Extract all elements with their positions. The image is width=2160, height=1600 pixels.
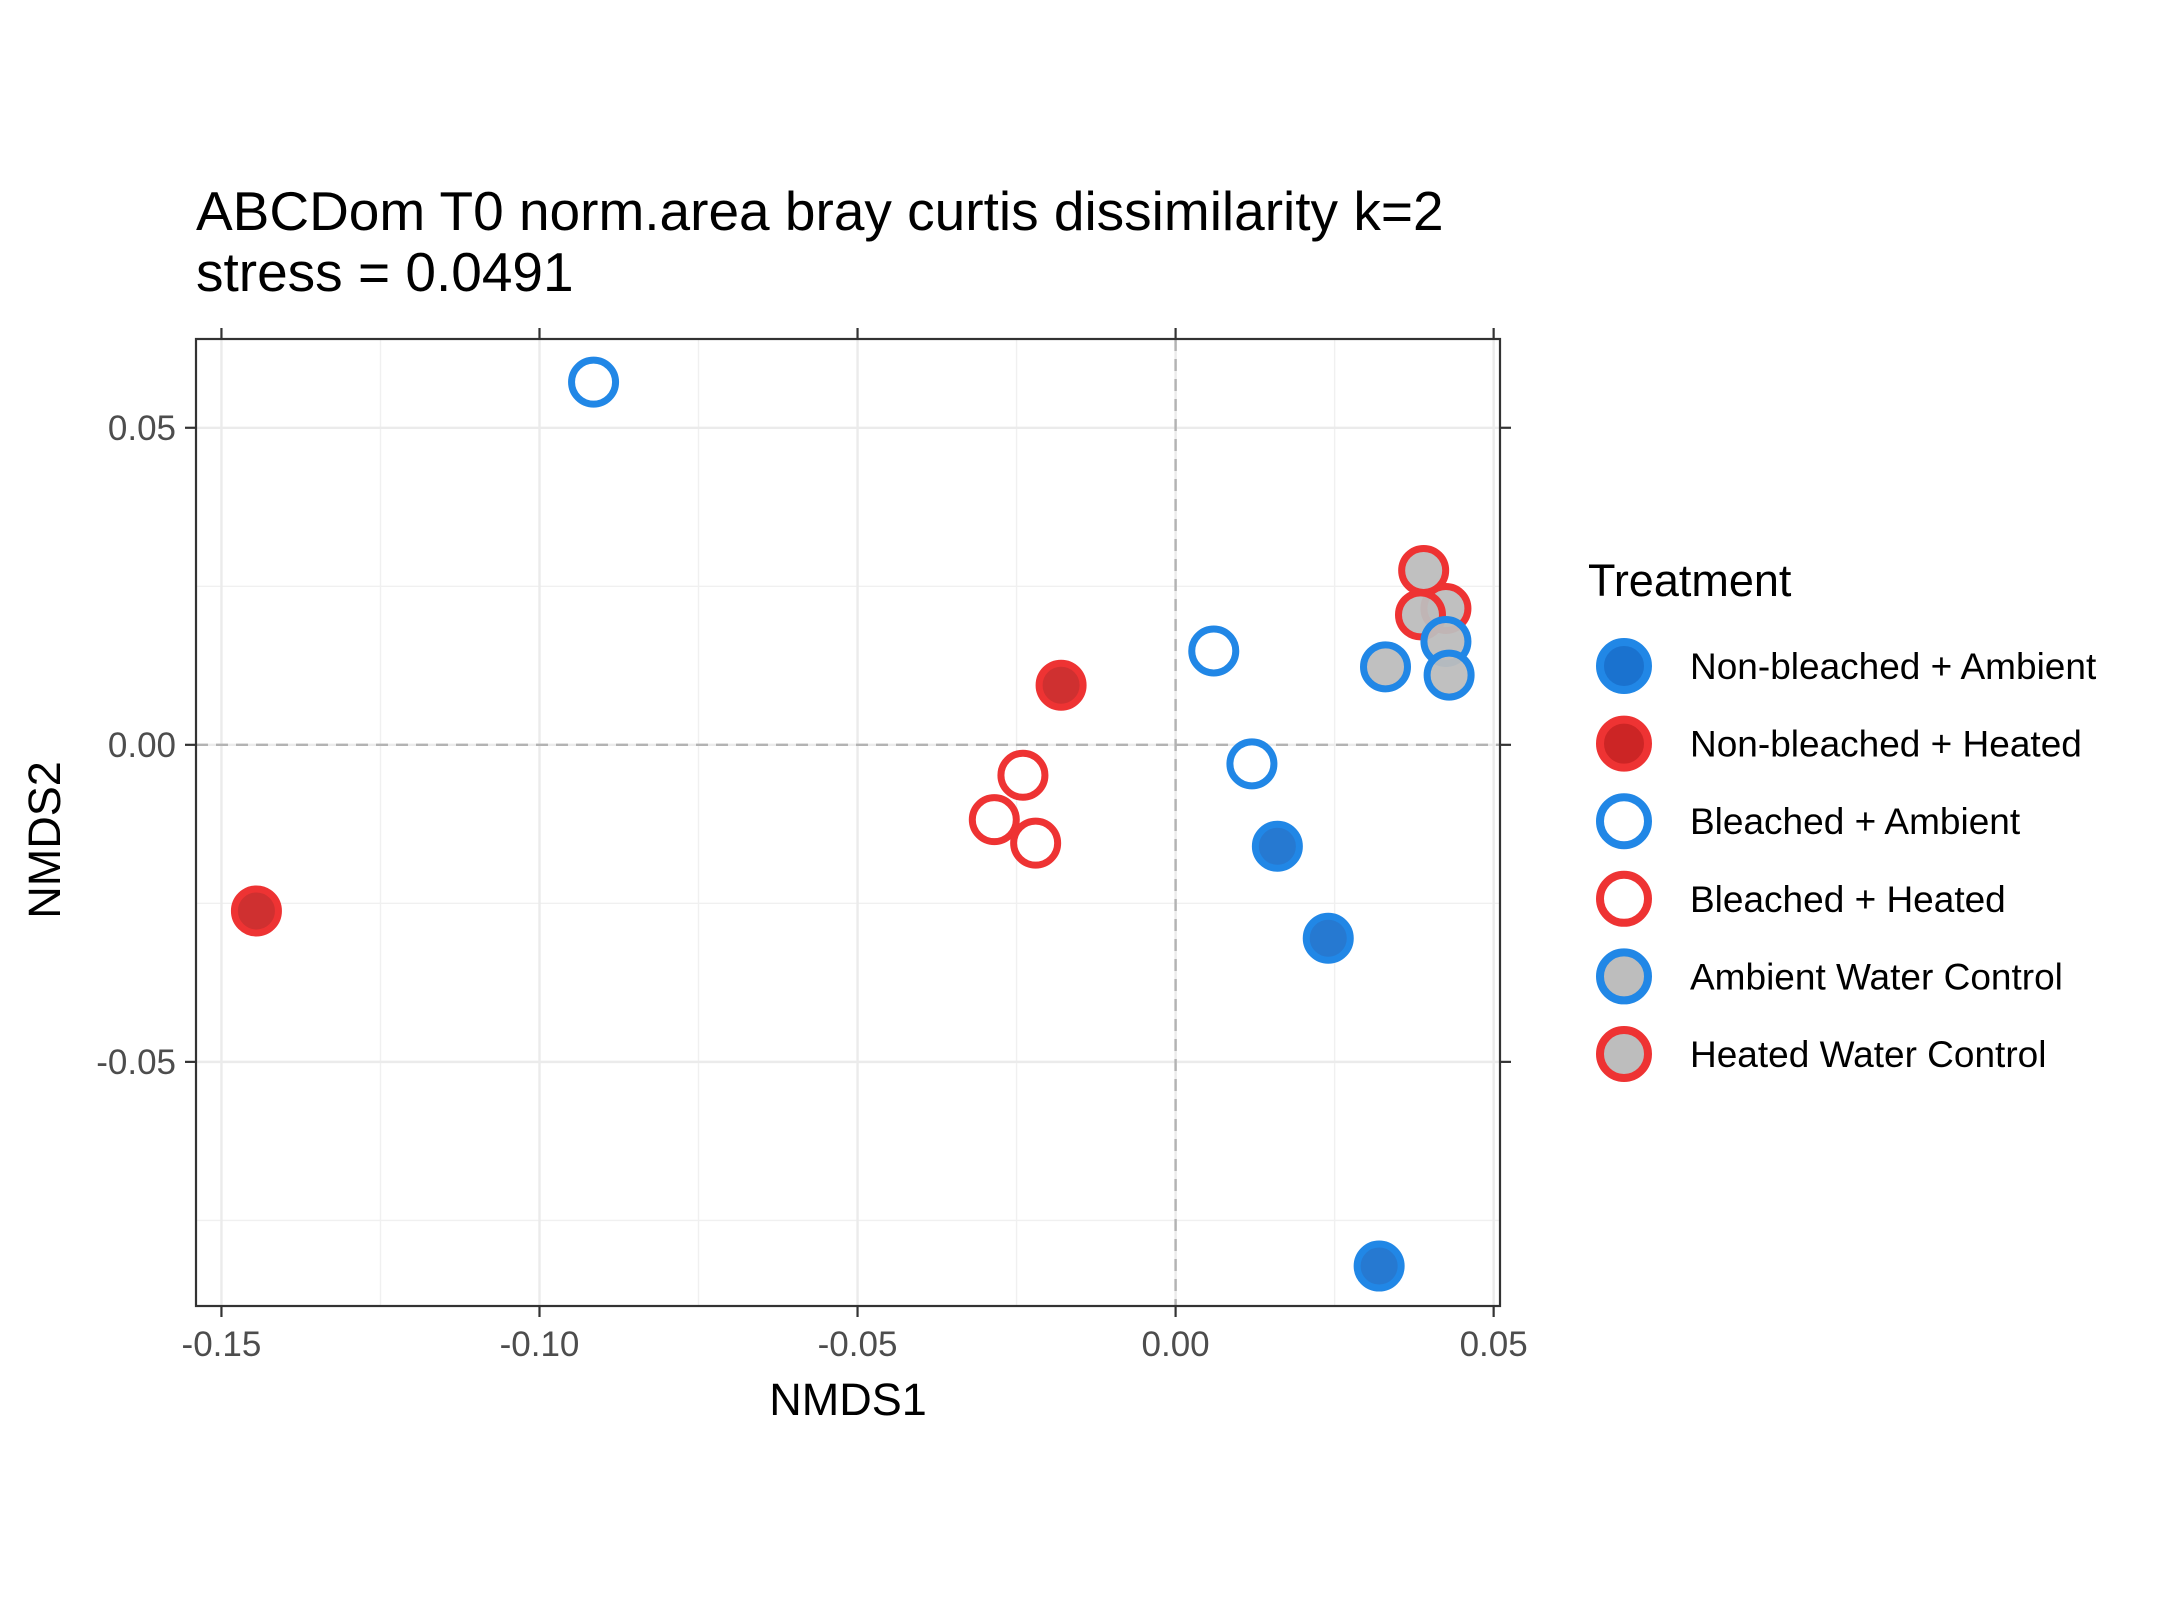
legend-swatch: [1596, 793, 1652, 850]
legend-swatch: [1596, 870, 1652, 927]
data-point: [968, 794, 1020, 846]
chart-title: ABCDom T0 norm.area bray curtis dissimil…: [196, 180, 1444, 242]
panel-background: [196, 339, 1500, 1306]
legend-label: Ambient Water Control: [1690, 956, 2063, 997]
data-point: [1353, 1240, 1405, 1292]
y-axis-ticks: -0.05 0.00 0.05: [96, 409, 1511, 1082]
legend-swatch: [1596, 638, 1652, 694]
legend: Treatment Non-bleached + AmbientNon-blea…: [1588, 555, 2097, 1082]
axes: -0.15 -0.10 -0.05 0.00 0.05 -0.05 0.00 0.05: [96, 328, 1528, 1364]
x-axis-ticks: -0.15 -0.10 -0.05 0.00 0.05: [182, 328, 1528, 1364]
plot-panel: [194, 337, 1502, 1308]
data-point: [997, 749, 1049, 801]
data-point: [1035, 659, 1087, 711]
panel-border: [194, 337, 1502, 1308]
y-tick-label: 0.05: [108, 409, 176, 448]
x-tick-label: -0.15: [182, 1325, 262, 1364]
data-point: [1251, 820, 1303, 872]
legend-label: Non-bleached + Heated: [1690, 724, 2082, 765]
data-point: [1226, 738, 1278, 790]
data-point: [1010, 817, 1062, 869]
reference-lines: [196, 339, 1500, 1306]
data-point: [1188, 625, 1240, 677]
x-tick-label: 0.00: [1142, 1325, 1210, 1364]
x-axis-title: NMDS1: [769, 1374, 927, 1425]
legend-label: Bleached + Ambient: [1690, 801, 2021, 842]
data-point: [1360, 641, 1412, 693]
chart-subtitle: stress = 0.0491: [196, 241, 574, 303]
x-tick-label: -0.10: [500, 1325, 580, 1364]
legend-title: Treatment: [1588, 555, 1792, 606]
y-tick-label: 0.00: [108, 726, 176, 765]
data-points: [230, 356, 1475, 1292]
data-point: [1423, 649, 1475, 701]
legend-swatch: [1596, 715, 1652, 772]
legend-label: Non-bleached + Ambient: [1690, 646, 2097, 687]
legend-label: Heated Water Control: [1690, 1034, 2046, 1075]
data-point: [1302, 912, 1354, 964]
data-point: [568, 356, 620, 408]
y-tick-label: -0.05: [96, 1043, 176, 1082]
y-axis-title: NMDS2: [19, 761, 70, 919]
x-tick-label: -0.05: [818, 1325, 898, 1364]
legend-swatch: [1596, 948, 1652, 1005]
legend-label: Bleached + Heated: [1690, 879, 2006, 920]
x-tick-label: 0.05: [1460, 1325, 1528, 1364]
legend-items: Non-bleached + Ambient Non-bleached + Hea…: [1596, 638, 2097, 1082]
data-point: [230, 885, 282, 937]
legend-swatch: [1596, 1026, 1652, 1082]
